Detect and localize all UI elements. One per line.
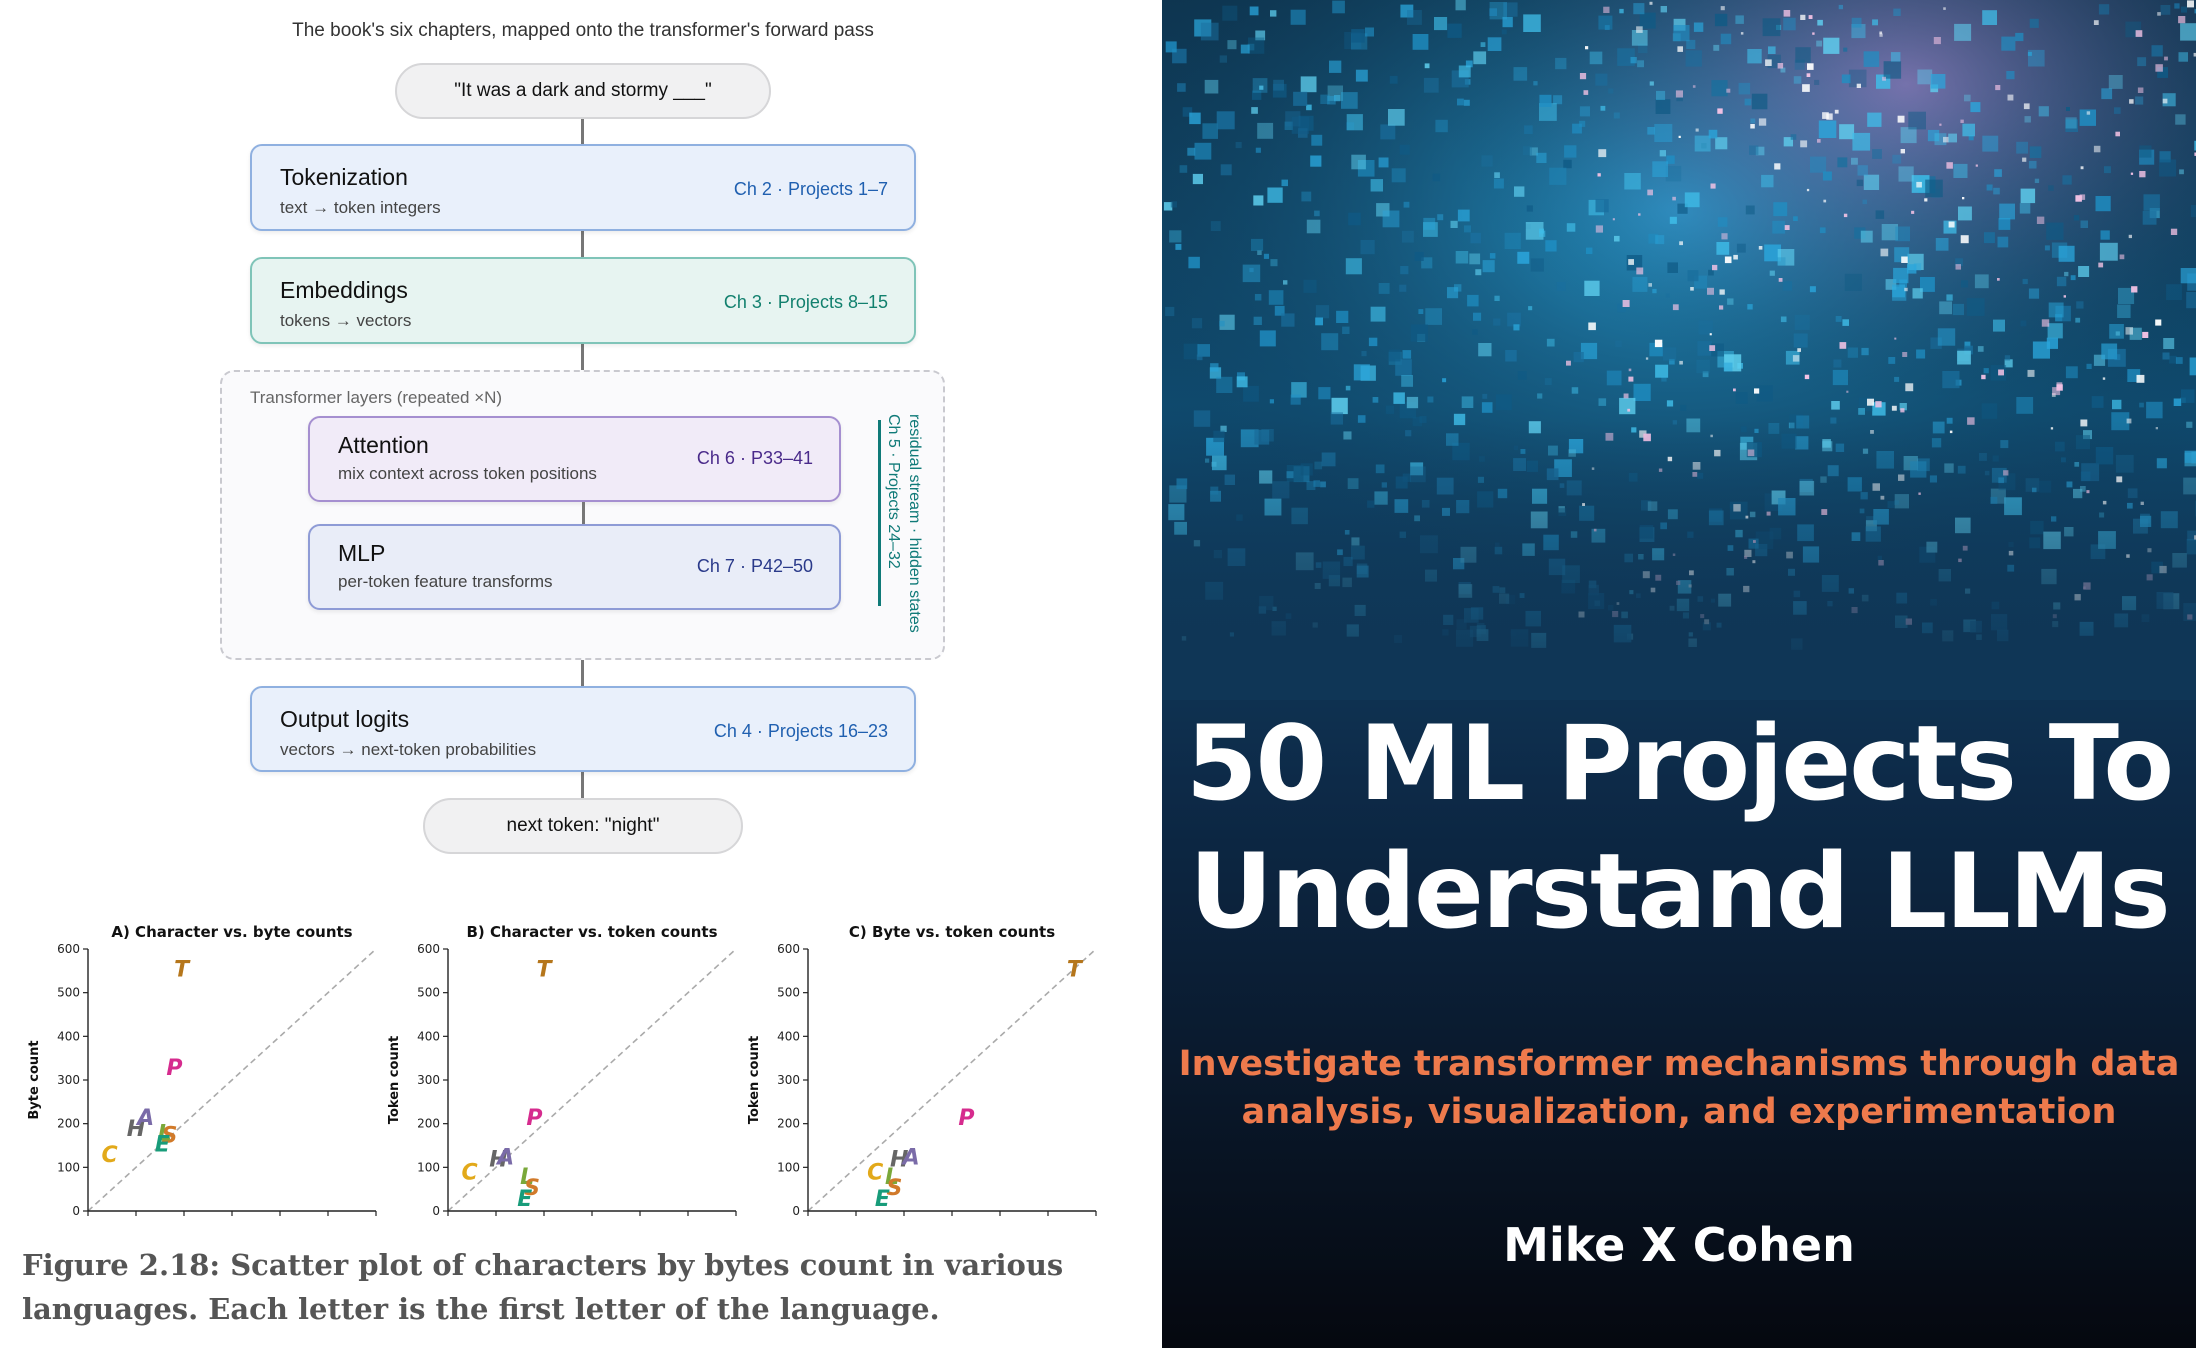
y-tick-label: 600: [57, 942, 80, 956]
data-point-C: C: [102, 1143, 118, 1168]
data-point-P: P: [166, 1056, 182, 1081]
connector: [581, 660, 584, 686]
y-tick-label: 300: [777, 1073, 800, 1087]
y-tick-label: 600: [777, 942, 800, 956]
y-axis-label: Token count: [747, 1036, 762, 1124]
y-tick-label: 200: [57, 1117, 80, 1131]
attention-stage: Attention mix context across token posit…: [308, 416, 841, 502]
stage-title: Embeddings: [280, 277, 408, 303]
tokenization-stage: Tokenization text → token integers Ch 2 …: [250, 144, 916, 231]
stage-subtitle: mix context across token positions: [338, 464, 597, 483]
data-point-T: T: [174, 958, 191, 983]
data-point-A: A: [135, 1106, 154, 1131]
data-point-T: T: [536, 958, 553, 983]
data-point-H: H: [890, 1148, 908, 1173]
data-point-E: E: [517, 1187, 532, 1212]
figure-caption: Figure 2.18: Scatter plot of characters …: [22, 1248, 1064, 1326]
embeddings-stage: Embeddings tokens → vectors Ch 3 · Proje…: [250, 257, 916, 344]
chart-title: C) Byte vs. token counts: [849, 923, 1055, 941]
y-tick-label: 400: [57, 1029, 80, 1043]
data-point-C: C: [462, 1161, 478, 1186]
cover-title: 50 ML Projects To Understand LLMs: [1185, 704, 2174, 952]
y-tick-label: 100: [777, 1160, 800, 1174]
y-tick-label: 200: [777, 1117, 800, 1131]
stage-chapter-ref: Ch 4 · Projects 16–23: [713, 721, 888, 741]
chart-title: A) Character vs. byte counts: [111, 923, 352, 941]
cover-subtitle: Investigate transformer mechanisms throu…: [1178, 1044, 2180, 1132]
y-tick-label: 100: [57, 1160, 80, 1174]
cover-artwork: [1162, 0, 2196, 700]
data-point-T: T: [1067, 958, 1084, 983]
data-point-E: E: [155, 1132, 170, 1157]
diagram-heading: The book's six chapters, mapped onto the…: [292, 20, 874, 41]
stage-chapter-ref: Ch 6 · P33–41: [696, 448, 813, 468]
y-tick-label: 0: [432, 1204, 440, 1218]
stage-chapter-ref: Ch 3 · Projects 8–15: [723, 292, 888, 312]
data-point-E: E: [875, 1187, 890, 1212]
mlp-stage: MLP per-token feature transforms Ch 7 · …: [308, 524, 841, 610]
stage-title: Output logits: [280, 706, 410, 732]
y-tick-label: 300: [57, 1073, 80, 1087]
y-tick-label: 300: [417, 1073, 440, 1087]
stage-subtitle: text → token integers: [280, 198, 441, 217]
y-tick-label: 0: [72, 1204, 80, 1218]
residual-stream-label: residual stream · hidden states: [906, 414, 923, 633]
data-point-A: A: [901, 1145, 920, 1170]
data-point-L: L: [520, 1165, 534, 1190]
chart-title: B) Character vs. token counts: [466, 923, 717, 941]
y-axis-label: Byte count: [27, 1040, 42, 1119]
data-point-S: S: [162, 1124, 178, 1149]
y-tick-label: 400: [777, 1029, 800, 1043]
stage-chapter-ref: Ch 2 · Projects 1–7: [733, 179, 888, 199]
cover-author: Mike X Cohen: [1503, 1218, 1855, 1272]
data-point-A: A: [495, 1145, 514, 1170]
diagonal-reference-line: [87, 948, 377, 1212]
forward-pass-diagram: The book's six chapters, mapped onto the…: [0, 0, 1162, 880]
y-tick-label: 100: [417, 1160, 440, 1174]
y-axis-label: Token count: [387, 1036, 402, 1124]
connector: [581, 231, 584, 257]
data-point-L: L: [158, 1121, 172, 1146]
data-point-S: S: [524, 1176, 540, 1201]
scatter-chart-b: B) Character vs. token counts 0 100 200 300 4…: [387, 923, 737, 1218]
diagonal-reference-line: [447, 948, 737, 1212]
scatter-chart-c: C) Byte vs. token counts 0 100 200 300 400 500…: [747, 923, 1097, 1218]
connector: [582, 502, 585, 524]
y-tick-label: 400: [417, 1029, 440, 1043]
stage-subtitle: vectors → next-token probabilities: [280, 740, 537, 759]
stage-chapter-ref: Ch 7 · P42–50: [696, 556, 813, 576]
left-panel: The book's six chapters, mapped onto the…: [0, 0, 1162, 1326]
y-tick-label: 500: [777, 986, 800, 1000]
residual-stream-bar: [878, 420, 881, 606]
connector: [581, 772, 584, 798]
input-prompt-pill: "It was a dark and stormy ___": [395, 63, 771, 119]
stage-title: MLP: [338, 540, 386, 566]
y-tick-label: 200: [417, 1117, 440, 1131]
connector: [581, 119, 584, 144]
connector: [581, 344, 584, 370]
scatter-chart-a: A) Character vs. byte counts 0 100 200 300 40…: [27, 923, 377, 1218]
data-point-P: P: [958, 1106, 974, 1131]
stage-subtitle: tokens → vectors: [280, 311, 412, 330]
data-point-H: H: [127, 1117, 145, 1142]
output-token-pill: next token: "night": [423, 798, 743, 854]
y-tick-label: 600: [417, 942, 440, 956]
data-point-S: S: [886, 1176, 902, 1201]
layers-group-label: Transformer layers (repeated ×N): [250, 388, 503, 407]
book-cover: [1162, 0, 2196, 1348]
y-tick-label: 500: [417, 986, 440, 1000]
data-point-P: P: [526, 1106, 542, 1131]
stage-subtitle: per-token feature transforms: [338, 572, 553, 591]
stage-title: Attention: [338, 432, 429, 458]
data-point-L: L: [885, 1165, 899, 1190]
output-logits-stage: Output logits vectors → next-token proba…: [250, 686, 916, 772]
transformer-layers-group: Transformer layers (repeated ×N) Attenti…: [220, 370, 945, 660]
y-tick-label: 500: [57, 986, 80, 1000]
residual-stream-label: Ch 5 · Projects 24–32: [885, 414, 902, 569]
diagonal-reference-line: [807, 948, 1097, 1212]
y-tick-label: 0: [792, 1204, 800, 1218]
data-point-C: C: [867, 1161, 883, 1186]
data-point-H: H: [489, 1148, 507, 1173]
stage-title: Tokenization: [280, 164, 408, 190]
